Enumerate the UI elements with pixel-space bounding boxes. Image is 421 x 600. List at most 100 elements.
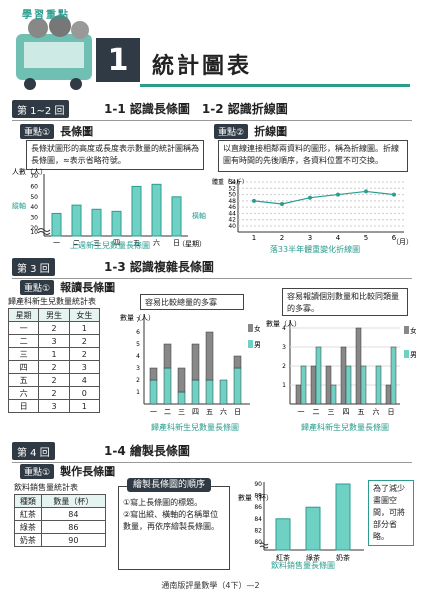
stacked-bar-caption: 歸產科新生兒數量長條圖 [151, 423, 239, 432]
table-row: 奶茶 90 [14, 533, 107, 547]
female-bar-segment [205, 331, 214, 381]
stacked-bar-chart: 7 6 5 4 3 2 1 一二三四五六日 數量（人） 女 男 [120, 313, 260, 416]
stacked-bar-note: 容易比較總量的多寡 [140, 294, 244, 310]
bar [111, 210, 122, 237]
grouped-bar-chart: 4 3 2 1 一二三四五六日 數量（人） 女 男 [266, 319, 416, 416]
steps-heading: 繪製長條圖的順序 [127, 478, 212, 492]
x-tick-label: 3 [308, 234, 312, 242]
y-tick-label: 2 [282, 363, 286, 370]
table-header-cell: 數量（杯） [40, 494, 107, 508]
x-tick-label: 六 [373, 407, 380, 416]
table-header-cell: 星期 [7, 308, 40, 322]
legend-male-swatch [404, 350, 409, 358]
x-tick-label: 四 [113, 239, 120, 247]
male-bar [300, 365, 307, 405]
table-cell: 六 [7, 386, 40, 400]
male-bar-segment [163, 367, 172, 405]
bar [275, 518, 291, 551]
y-axis-label: 數量（人） [120, 313, 155, 322]
male-bar-segment [177, 391, 186, 405]
chapter-title: 統計圖表 [152, 54, 253, 79]
drink-table-caption: 飲料銷售量統計表 [14, 483, 78, 492]
table-cell: 五 [7, 373, 40, 387]
x-tick-label: 5 [364, 234, 368, 242]
lesson-tag: 第 1~2 回 [12, 100, 70, 118]
divider [12, 278, 412, 279]
key-point-read-chart: 重點① 報讀長條圖 [20, 279, 116, 295]
male-bar-segment [191, 379, 200, 405]
y-tick-label: 88 [254, 493, 262, 500]
x-tick-label: 六 [220, 407, 227, 416]
definition-tail: 表示省略符號。 [69, 156, 126, 165]
y-axis-label: 數量（人） [266, 319, 301, 328]
y-axis-label: 人數（人） [12, 168, 47, 176]
table-row: 綠茶 86 [14, 520, 107, 534]
y-tick-label: 54 [228, 179, 236, 186]
table-cell: 84 [40, 507, 107, 521]
table-cell: 2 [38, 360, 70, 374]
table-cell: 4 [68, 373, 101, 387]
axis-break-icon [259, 542, 269, 549]
bar-chart-caption: 上週新生兒數量長條圖 [70, 241, 150, 250]
table-row: 紅茶 84 [14, 507, 107, 521]
table-cell: 2 [68, 347, 101, 361]
table-cell: 1 [68, 399, 101, 413]
table-cell: 3 [38, 334, 70, 348]
x-tick-label: 日 [234, 408, 241, 416]
y-tick-label: 90 [254, 481, 262, 488]
key-label: 重點① [20, 123, 55, 139]
legend-female-swatch [248, 324, 253, 332]
male-bar [330, 384, 337, 405]
female-bar-segment [233, 355, 242, 369]
key-point-line-chart: 重點② 折線圖 [214, 123, 287, 139]
table-cell: 四 [7, 360, 40, 374]
y-tick-label: 80 [254, 539, 262, 546]
lesson-bar-3: 第 4 回 1-4 繪製長條圖 [12, 442, 412, 463]
x-tick-label: 三 [178, 408, 185, 416]
x-tick-label: 三 [328, 408, 335, 416]
male-bar [390, 346, 397, 405]
table-cell: 1 [38, 347, 70, 361]
y-tick-label: 60 [30, 183, 38, 190]
y-tick-label: 4 [282, 325, 286, 332]
y-tick-label: 82 [254, 527, 262, 534]
male-bar [360, 365, 367, 405]
table-cell: 2 [38, 321, 70, 335]
key-name: 報讀長條圖 [60, 281, 116, 294]
table-header-cell: 男生 [38, 308, 70, 322]
table-cell: 一 [7, 321, 40, 335]
table-cell: 0 [68, 386, 101, 400]
x-tick-label: 二 [313, 408, 320, 416]
x-axis-unit: （星期） [178, 240, 206, 248]
y-tick-label: 48 [228, 198, 236, 205]
female-bar-segment [149, 367, 158, 381]
y-tick-label: 5 [136, 341, 140, 348]
x-tick-label: 2 [280, 234, 284, 242]
drink-bar-chart: 90 88 86 84 82 80 紅茶 綠茶 奶茶 數量（杯） [238, 481, 364, 562]
x-tick-label: 日 [388, 408, 395, 416]
bar [171, 196, 182, 237]
male-bar [345, 365, 352, 405]
table-cell: 3 [38, 399, 70, 413]
table-cell: 紅茶 [14, 507, 42, 521]
key-name: 製作長條圖 [60, 465, 116, 478]
x-tick-label: 六 [153, 238, 160, 247]
bar [335, 483, 351, 551]
divider [12, 120, 412, 121]
study-key-kicker: 學習重點 [22, 10, 70, 21]
x-tick-label: 五 [133, 239, 140, 247]
male-bar-segment [149, 379, 158, 405]
key-label: 重點① [20, 463, 55, 479]
y-tick-label: 2 [136, 377, 140, 384]
x-tick-label: 四 [343, 408, 350, 416]
y-tick-label: 40 [30, 204, 38, 211]
x-tick-label: 4 [336, 234, 341, 242]
lesson-title: 1-1 認識長條圖 1-2 認識折線圖 [104, 102, 288, 116]
x-tick-label: 二 [164, 408, 171, 416]
male-bar-segment [219, 379, 228, 405]
y-tick-label: 7 [136, 317, 140, 324]
x-tick-label: 紅茶 [276, 553, 290, 562]
key-point-bar-chart: 重點① 長條圖 [20, 123, 93, 139]
